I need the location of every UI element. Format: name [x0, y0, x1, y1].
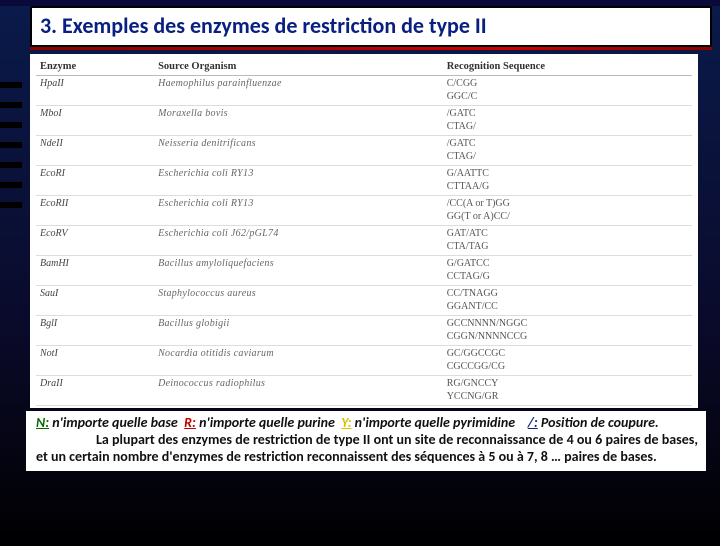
- cell-sequence: GAT/ATCCTA/TAG: [443, 226, 692, 256]
- cell-enzyme: EcoRV: [36, 226, 154, 256]
- table-row: MboIMoraxella bovis/GATCCTAG/: [36, 106, 692, 136]
- caption: N: n'importe quelle base R: n'importe qu…: [26, 411, 706, 471]
- cell-enzyme: NdeII: [36, 136, 154, 166]
- cell-enzyme: SauI: [36, 286, 154, 316]
- legend-Y-text: n'importe quelle pyrimidine: [355, 414, 515, 431]
- legend-Y-label: Y:: [341, 414, 351, 431]
- cell-sequence: G/AATTCCTTAA/G: [443, 166, 692, 196]
- table-row: HpaIIHaemophilus parainfluenzaeC/CGGGGC/…: [36, 76, 692, 106]
- table-header-row: Enzyme Source Organism Recognition Seque…: [36, 58, 692, 76]
- cell-sequence: GCCNNNN/NGGCCGGN/NNNNCCG: [443, 316, 692, 346]
- cell-enzyme: BglI: [36, 316, 154, 346]
- slide: 3. Exemples des enzymes de restriction d…: [0, 6, 720, 546]
- enzyme-table: Enzyme Source Organism Recognition Seque…: [36, 58, 692, 406]
- cell-organism: Staphylococcus aureus: [154, 286, 443, 316]
- side-stripes: [0, 76, 22, 546]
- table-row: BglIBacillus globigiiGCCNNNN/NGGCCGGN/NN…: [36, 316, 692, 346]
- cell-organism: Moraxella bovis: [154, 106, 443, 136]
- col-enzyme: Enzyme: [36, 58, 154, 76]
- cell-sequence: /CC(A or T)GGGG(T or A)CC/: [443, 196, 692, 226]
- table-row: EcoRIIEscherichia coli RY13/CC(A or T)GG…: [36, 196, 692, 226]
- legend-R-label: R:: [184, 414, 196, 431]
- cell-enzyme: BamHI: [36, 256, 154, 286]
- cell-organism: Escherichia coli J62/pGL74: [154, 226, 443, 256]
- cell-organism: Escherichia coli RY13: [154, 166, 443, 196]
- caption-body: La plupart des enzymes de restriction de…: [36, 431, 698, 465]
- cell-enzyme: DraII: [36, 376, 154, 406]
- cell-enzyme: NotI: [36, 346, 154, 376]
- cell-sequence: /GATCCTAG/: [443, 106, 692, 136]
- cell-organism: Deinococcus radiophilus: [154, 376, 443, 406]
- cell-organism: Bacillus amyloliquefaciens: [154, 256, 443, 286]
- legend-slash-text: Position de coupure.: [541, 414, 659, 431]
- slide-title: 3. Exemples des enzymes de restriction d…: [40, 12, 702, 39]
- cell-enzyme: MboI: [36, 106, 154, 136]
- title-bar: 3. Exemples des enzymes de restriction d…: [30, 6, 712, 47]
- cell-sequence: CC/TNAGGGGANT/CC: [443, 286, 692, 316]
- legend-R-text: n'importe quelle purine: [199, 414, 335, 431]
- cell-enzyme: EcoRII: [36, 196, 154, 226]
- cell-sequence: C/CGGGGC/C: [443, 76, 692, 106]
- legend-N-label: N:: [36, 414, 49, 431]
- table-row: EcoRIEscherichia coli RY13G/AATTCCTTAA/G: [36, 166, 692, 196]
- col-sequence: Recognition Sequence: [443, 58, 692, 76]
- cell-organism: Haemophilus parainfluenzae: [154, 76, 443, 106]
- cell-organism: Bacillus globigii: [154, 316, 443, 346]
- col-organism: Source Organism: [154, 58, 443, 76]
- table-row: EcoRVEscherichia coli J62/pGL74GAT/ATCCT…: [36, 226, 692, 256]
- enzyme-table-wrap: Enzyme Source Organism Recognition Seque…: [30, 54, 698, 408]
- table-row: BamHIBacillus amyloliquefaciensG/GATCCCC…: [36, 256, 692, 286]
- cell-sequence: RG/GNCCYYCCNG/GR: [443, 376, 692, 406]
- cell-sequence: G/GATCCCCTAG/G: [443, 256, 692, 286]
- cell-organism: Neisseria denitrificans: [154, 136, 443, 166]
- cell-enzyme: HpaII: [36, 76, 154, 106]
- table-row: DraIIDeinococcus radiophilusRG/GNCCYYCCN…: [36, 376, 692, 406]
- cell-organism: Nocardia otitidis caviarum: [154, 346, 443, 376]
- legend-N-text: n'importe quelle base: [52, 414, 178, 431]
- legend-slash-label: /:: [528, 414, 538, 431]
- table-row: NdeIINeisseria denitrificans/GATCCTAG/: [36, 136, 692, 166]
- cell-organism: Escherichia coli RY13: [154, 196, 443, 226]
- cell-sequence: GC/GGCCGCCGCCGG/CG: [443, 346, 692, 376]
- table-row: SauIStaphylococcus aureusCC/TNAGGGGANT/C…: [36, 286, 692, 316]
- cell-sequence: /GATCCTAG/: [443, 136, 692, 166]
- cell-enzyme: EcoRI: [36, 166, 154, 196]
- table-row: NotINocardia otitidis caviarumGC/GGCCGCC…: [36, 346, 692, 376]
- title-underline: [30, 47, 712, 50]
